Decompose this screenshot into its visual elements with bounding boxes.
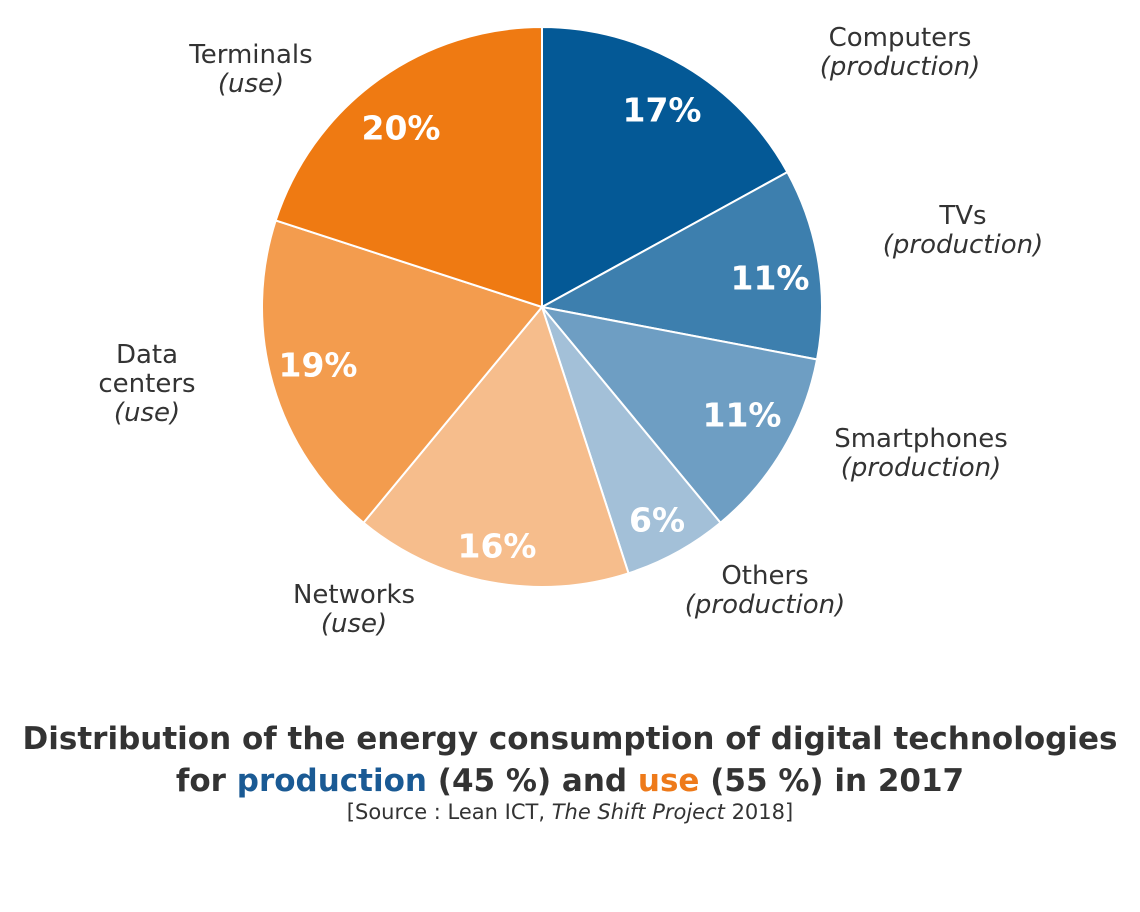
slice-value-label: 20% [362, 109, 441, 148]
pie-slice [362, 304, 630, 588]
slice-category-label: (production) [841, 453, 1001, 483]
caption-production: production [236, 763, 427, 799]
source-suffix: 2018] [724, 800, 794, 824]
slice-value-label: 17% [623, 91, 702, 130]
caption-line-2: for production (45 %) and use (55 %) in … [0, 760, 1140, 802]
pie-slice [539, 170, 823, 361]
slice-category-label: (use) [218, 69, 284, 99]
source-prefix: [Source : Lean ICT, [346, 800, 552, 824]
slice-category-label: Data [116, 340, 178, 370]
caption-use: use [637, 763, 700, 799]
slice-value-label: 19% [279, 346, 358, 385]
chart-source: [Source : Lean ICT, The Shift Project 20… [0, 800, 1140, 824]
slice-category-label: (production) [883, 230, 1043, 260]
slice-value-label: 16% [458, 527, 537, 566]
pie-chart: 17%Computers(production)11%TVs(productio… [98, 23, 1043, 639]
slice-category-label: (use) [321, 609, 387, 639]
slice-category-label: Smartphones [834, 424, 1008, 454]
slice-category-label: Networks [293, 580, 415, 610]
source-italic: The Shift Project [551, 800, 725, 824]
slice-category-label: Computers [829, 23, 972, 53]
pie-slice [539, 305, 819, 525]
slice-category-label: (production) [820, 52, 980, 82]
caption-for: for [175, 763, 237, 799]
pie-slice [274, 25, 543, 309]
slice-value-label: 11% [731, 259, 810, 298]
caption-end: (55 %) in 2017 [699, 763, 965, 799]
slice-category-label: (production) [685, 590, 845, 620]
slice-category-label: Terminals [188, 40, 312, 70]
slice-value-label: 11% [703, 396, 782, 435]
caption-mid: (45 %) and [426, 763, 638, 799]
chart-caption: Distribution of the energy consumption o… [0, 718, 1140, 802]
slice-category-label: (use) [114, 398, 180, 428]
pie-slice [541, 25, 789, 309]
slice-value-label: 6% [629, 501, 685, 540]
slice-category-label: TVs [938, 201, 986, 231]
caption-line-1: Distribution of the energy consumption o… [22, 721, 1118, 757]
slice-category-label: Others [721, 561, 808, 591]
pie-slice [261, 219, 544, 525]
slice-category-label: centers [98, 369, 195, 399]
